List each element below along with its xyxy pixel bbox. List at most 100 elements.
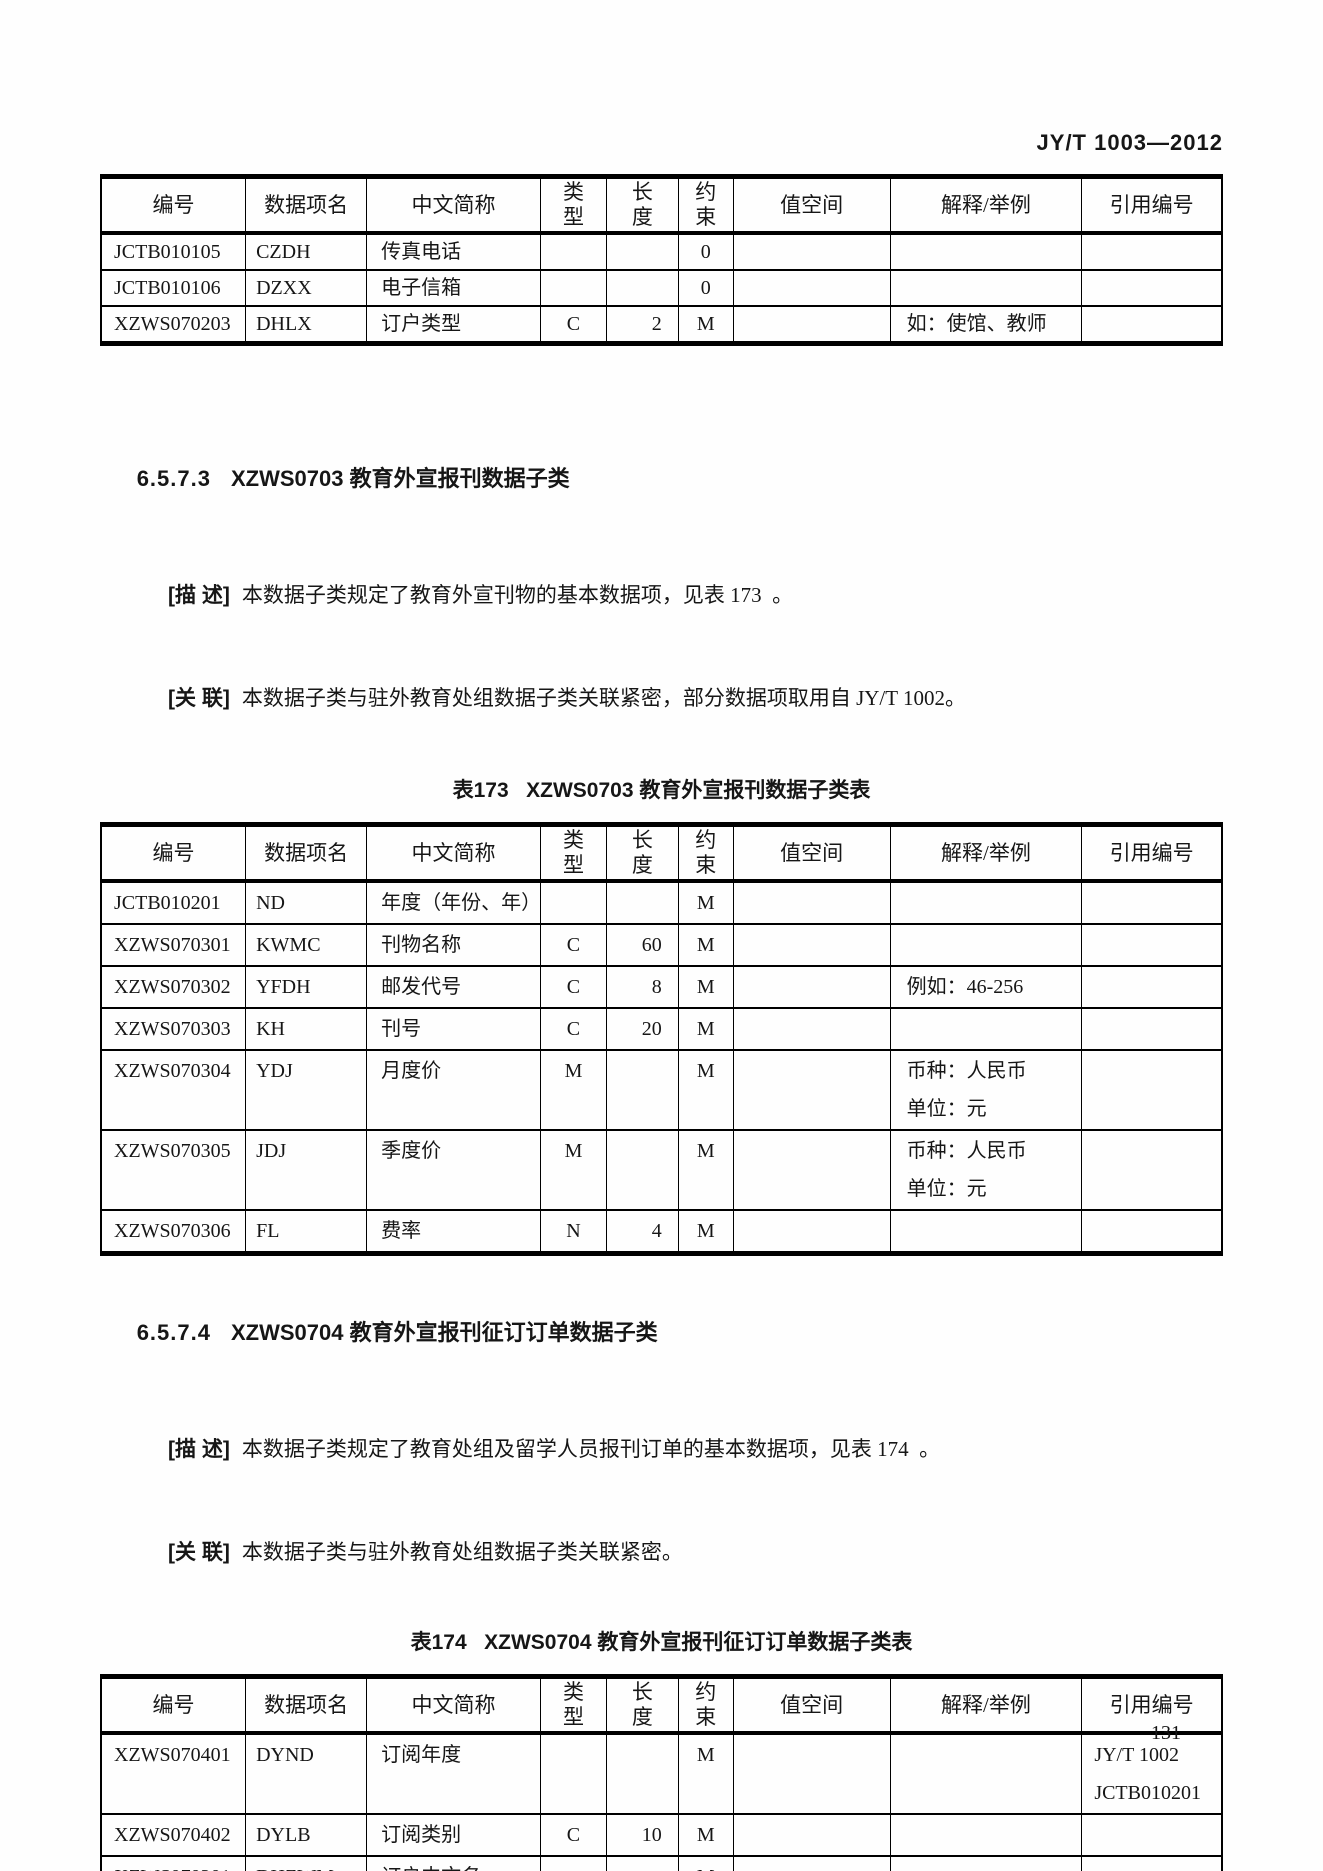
cell-length (606, 232, 679, 271)
cell-item-name: ND (245, 880, 368, 925)
column-header-item-name: 数据项名 (245, 176, 368, 235)
cell-ref-id (1081, 269, 1223, 307)
cell-explanation (889, 269, 1083, 307)
cell-length: 8 (606, 965, 679, 1009)
cell-type: C (539, 1813, 608, 1857)
section-title: XZWS0703 教育外宣报刊数据子类 (230, 466, 570, 491)
cell-id: JCTB010201 (100, 880, 247, 925)
table-row: XZWS070301 KWMC 刊物名称 C 60 M (100, 923, 1223, 967)
cell-ref-id (1081, 232, 1223, 271)
cell-value-space (732, 305, 891, 345)
cell-explanation: 币种：人民币 单位：元 (889, 1129, 1083, 1211)
table-row: JCTB010201 ND 年度（年份、年） M (100, 880, 1223, 925)
table-row: XZWS070302 YFDH 邮发代号 C 8 M 例如：46-256 (100, 965, 1223, 1009)
cell-ref-id (1081, 1129, 1223, 1211)
cell-type (539, 880, 608, 925)
cell-constraint: 0 (677, 232, 734, 271)
cell-item-name: JDJ (245, 1129, 368, 1211)
section-heading-6-5-7-3: 6.5.7.3 XZWS0703 教育外宣报刊数据子类 (100, 434, 1223, 524)
cell-cn-name: 刊物名称 (366, 923, 541, 967)
cell-type: C (539, 965, 608, 1009)
table-row: JCTB010106 DZXX 电子信箱 0 (100, 269, 1223, 307)
cell-id: XZWS070401 (100, 1732, 247, 1815)
cell-explanation: 例如：46-256 (889, 965, 1083, 1009)
cell-explanation (889, 1813, 1083, 1857)
cell-length (606, 269, 679, 307)
cell-id: XZWS070402 (100, 1813, 247, 1857)
cell-item-name: FL (245, 1209, 368, 1255)
cell-length (606, 1732, 679, 1815)
cell-value-space (732, 965, 891, 1009)
cell-type (539, 232, 608, 271)
cell-explanation (889, 1855, 1083, 1871)
column-header-length: 长度 (606, 1676, 679, 1735)
cell-explanation (889, 232, 1083, 271)
cell-ref-id (1081, 880, 1223, 925)
column-header-length: 长度 (606, 176, 679, 235)
cell-constraint: M (677, 1855, 734, 1871)
cell-item-name: DHLX (245, 305, 368, 345)
cell-ref-id (1081, 305, 1223, 345)
cell-cn-name: 传真电话 (366, 232, 541, 271)
cell-value-space (732, 1732, 891, 1815)
cell-cn-name: 刊号 (366, 1007, 541, 1051)
relation-label: [关 联] (168, 687, 230, 710)
cell-constraint: M (677, 305, 734, 345)
cell-type: C (539, 1007, 608, 1051)
column-header-ref-id: 引用编号 (1081, 1676, 1223, 1735)
relation-paragraph: [关 联] 本数据子类与驻外教育处组数据子类关联紧密。 (126, 1501, 1223, 1604)
cell-item-name: DHZWM (245, 1855, 368, 1871)
header-row: 编号 数据项名 中文简称类型长度约束值空间 解释/举例 引用编号 (100, 1676, 1223, 1735)
cell-explanation (889, 923, 1083, 967)
cell-explanation: 币种：人民币 单位：元 (889, 1049, 1083, 1131)
column-header-cn-name: 中文简称 (366, 824, 541, 883)
cell-constraint: M (677, 1007, 734, 1051)
description-label: [描 述] (168, 584, 230, 607)
column-header-item-name: 数据项名 (245, 1676, 368, 1735)
cell-type: M (539, 1129, 608, 1211)
cell-id: XZWS070303 (100, 1007, 247, 1051)
cell-cn-name: 季度价 (366, 1129, 541, 1211)
cell-constraint: M (677, 1129, 734, 1211)
cell-constraint: M (677, 1732, 734, 1815)
cell-constraint: M (677, 965, 734, 1009)
column-header-type: 类型 (539, 1676, 608, 1735)
cell-length: 10 (606, 1813, 679, 1857)
cell-length (606, 880, 679, 925)
cell-length: 60 (606, 923, 679, 967)
column-header-constraint: 约束 (677, 1676, 734, 1735)
cell-ref-id (1081, 1813, 1223, 1857)
table-173-caption: 表173 XZWS0703 教育外宣报刊数据子类表 (452, 779, 871, 802)
column-header-length: 长度 (606, 824, 679, 883)
cell-id: XZWS070304 (100, 1049, 247, 1131)
cell-value-space (732, 923, 891, 967)
cell-length: 4 (606, 1209, 679, 1255)
column-header-id: 编号 (100, 824, 247, 883)
data-table-continuation: 编号 数据项名 中文简称类型长度约束值空间 解释/举例 引用编号 JCTB010105 CZ… (100, 174, 1223, 346)
cell-ref-id (1081, 1007, 1223, 1051)
table-174-caption: 表174 XZWS0704 教育外宣报刊征订订单数据子类表 (410, 1631, 913, 1654)
cell-length: 20 (606, 1007, 679, 1051)
table-row: XZWS070402 DYLB 订阅类别 C 10 M (100, 1813, 1223, 1857)
cell-ref-id (1081, 923, 1223, 967)
cell-id: XZWS070306 (100, 1209, 247, 1255)
table-row: XZWS070201DHZWM订户中文名 M (100, 1855, 1223, 1871)
header-row: 编号 数据项名 中文简称类型长度约束值空间 解释/举例 引用编号 (100, 176, 1223, 235)
cell-cn-name: 订户类型 (366, 305, 541, 345)
column-header-constraint: 约束 (677, 824, 734, 883)
cell-item-name: KH (245, 1007, 368, 1051)
section-title: XZWS0704 教育外宣报刊征订订单数据子类 (230, 1320, 658, 1345)
cell-ref-id (1081, 1209, 1223, 1255)
table-row: XZWS070401 DYND 订阅年度 M JY/T 1002 JCTB010201 (100, 1732, 1223, 1815)
description-text: 本数据子类规定了教育外宣刊物的基本数据项，见表 173 。 (241, 583, 794, 607)
section-number: 6.5.7.4 (136, 1320, 211, 1345)
cell-explanation (889, 1007, 1083, 1051)
column-header-type: 类型 (539, 824, 608, 883)
cell-item-name: CZDH (245, 232, 368, 271)
cell-item-name: DYND (245, 1732, 368, 1815)
cell-type: C (539, 923, 608, 967)
cell-item-name: DYLB (245, 1813, 368, 1857)
description-text: 本数据子类规定了教育处组及留学人员报刊订单的基本数据项，见表 174 。 (241, 1437, 941, 1461)
column-header-cn-name: 中文简称 (366, 176, 541, 235)
